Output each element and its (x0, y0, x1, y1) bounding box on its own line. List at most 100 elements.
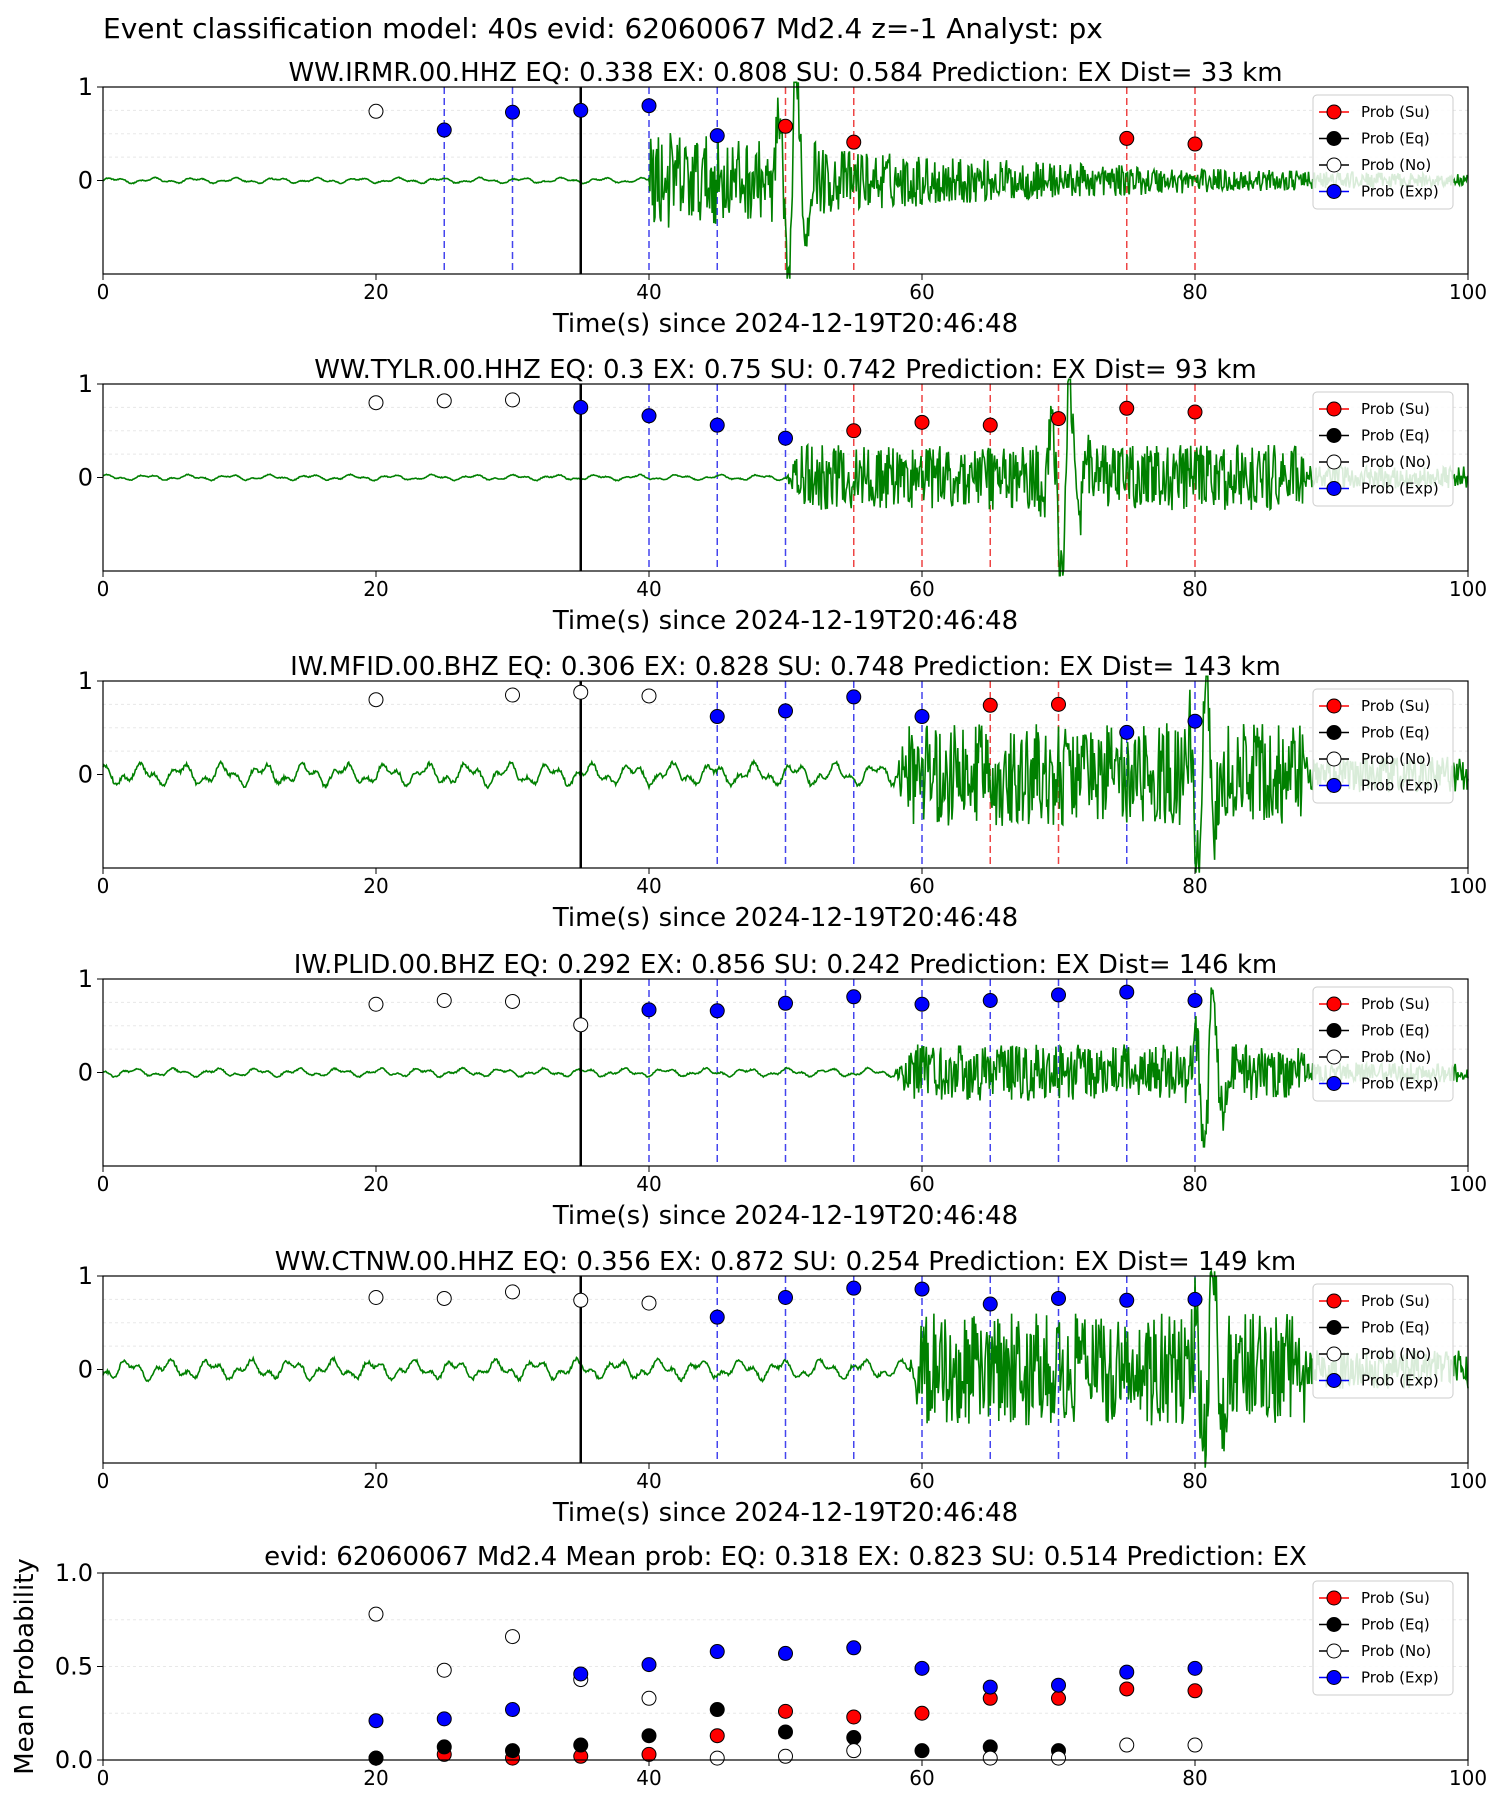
prob-point-exp (1119, 724, 1135, 740)
mean-point-exp (641, 1657, 657, 1673)
mean-point-no (1051, 1750, 1066, 1766)
xtick-label: 20 (363, 1469, 388, 1493)
panel-2-legend-marker-no (1326, 454, 1342, 470)
mean-point-exp (573, 1666, 589, 1682)
xtick-label: 40 (636, 1172, 661, 1196)
xtick-label: 40 (636, 874, 661, 898)
prob-point-no (641, 688, 657, 704)
panel-5-legend-label-su: Prob (Su) (1361, 1292, 1430, 1310)
panel-2-legend-label-exp: Prob (Exp) (1361, 480, 1439, 498)
xtick-label: 20 (363, 577, 388, 601)
mean-panel-legend-label-no: Prob (No) (1361, 1642, 1431, 1660)
mean-panel-legend-marker-su (1326, 1590, 1342, 1606)
panel-3-legend-label-no: Prob (No) (1361, 750, 1431, 768)
panel-3-legend-marker-eq (1326, 725, 1342, 740)
prob-point-no (368, 395, 384, 411)
ytick-label: 1 (78, 370, 93, 398)
mean-point-no (982, 1750, 998, 1766)
xtick-label: 80 (1182, 1766, 1207, 1790)
prob-point-no (436, 1290, 452, 1306)
ytick-label: 1 (78, 667, 93, 695)
panel-4-legend-label-su: Prob (Su) (1361, 995, 1430, 1013)
mean-point-su (778, 1703, 793, 1719)
mean-panel-legend-label-eq: Prob (Eq) (1361, 1616, 1430, 1634)
panel-1-legend-marker-eq (1326, 131, 1342, 146)
xtick-label: 80 (1182, 577, 1207, 601)
mean-panel-title: evid: 62060067 Md2.4 Mean prob: EQ: 0.31… (264, 1542, 1307, 1572)
prob-point-exp (1187, 713, 1203, 729)
panel-5-legend-marker-exp (1326, 1373, 1342, 1388)
mean-panel-legend-label-su: Prob (Su) (1361, 1589, 1430, 1607)
panel-title: WW.CTNW.00.HHZ EQ: 0.356 EX: 0.872 SU: 0… (275, 1247, 1297, 1277)
mean-point-eq (436, 1739, 452, 1755)
ytick-label: 0 (78, 167, 93, 195)
prob-point-su (846, 134, 862, 150)
panel-4-legend-marker-exp (1326, 1076, 1342, 1091)
waveform-trace (102, 81, 1469, 279)
ytick-label: 1 (78, 965, 93, 993)
xtick-label: 100 (1449, 874, 1487, 898)
x-axis-label: Time(s) since 2024-12-19T20:46:48 (552, 606, 1018, 636)
xtick-label: 40 (636, 577, 661, 601)
xtick-label: 60 (909, 577, 934, 601)
panel-4-legend-marker-eq (1326, 1023, 1342, 1038)
panel-3-legend-marker-no (1326, 751, 1342, 767)
panel-1-legend-marker-su (1326, 104, 1342, 120)
mean-point-exp (846, 1640, 862, 1656)
prob-point-exp (778, 1290, 793, 1306)
prob-point-no (436, 393, 452, 409)
panel-3-legend-label-exp: Prob (Exp) (1361, 777, 1439, 795)
prob-point-no (436, 993, 452, 1009)
mean-point-no (1119, 1737, 1135, 1753)
mean-point-no (846, 1743, 862, 1759)
prob-point-exp (1187, 993, 1203, 1009)
mean-point-no (1187, 1737, 1203, 1753)
panel-title: WW.TYLR.00.HHZ EQ: 0.3 EX: 0.75 SU: 0.74… (314, 355, 1257, 385)
mean-probability-panel: evid: 62060067 Md2.4 Mean prob: EQ: 0.31… (10, 1542, 1487, 1790)
prob-point-exp (1051, 987, 1066, 1003)
panel-5-legend-label-exp: Prob (Exp) (1361, 1372, 1439, 1390)
mean-point-su (709, 1728, 725, 1744)
prob-point-su (1119, 400, 1135, 416)
mean-point-eq (778, 1724, 793, 1740)
ytick-label: 1 (78, 73, 93, 101)
panel-2-legend-marker-exp (1326, 481, 1342, 496)
prob-point-exp (1187, 1291, 1203, 1307)
prob-point-su (846, 423, 862, 439)
prob-point-no (505, 993, 520, 1009)
mean-point-exp (436, 1711, 452, 1727)
xtick-label: 40 (636, 1469, 661, 1493)
prob-point-exp (641, 1002, 657, 1018)
xtick-label: 80 (1182, 874, 1207, 898)
mean-point-eq (641, 1728, 657, 1744)
xtick-label: 100 (1449, 1172, 1487, 1196)
xtick-label: 0 (97, 1766, 110, 1790)
xtick-label: 100 (1449, 577, 1487, 601)
prob-point-exp (914, 1281, 930, 1297)
panel-5-legend-label-no: Prob (No) (1361, 1345, 1431, 1363)
xtick-label: 0 (97, 577, 110, 601)
xtick-label: 60 (909, 1172, 934, 1196)
xtick-label: 0 (97, 874, 110, 898)
panel-5-legend-marker-eq (1326, 1320, 1342, 1335)
panel-5: WW.CTNW.00.HHZ EQ: 0.356 EX: 0.872 SU: 0… (78, 1247, 1487, 1528)
prob-point-no (368, 996, 384, 1012)
prob-point-su (914, 414, 930, 430)
panel-3-legend-marker-exp (1326, 778, 1342, 793)
prob-point-su (982, 697, 998, 713)
mean-point-su (914, 1705, 930, 1721)
prob-point-exp (436, 122, 452, 138)
panel-2-legend-label-no: Prob (No) (1361, 453, 1431, 471)
ytick-label: 0 (78, 1356, 93, 1384)
prob-point-no (505, 392, 520, 408)
panel-1-legend-marker-exp (1326, 184, 1342, 199)
panel-1-legend-marker-no (1326, 157, 1342, 173)
xtick-label: 100 (1449, 280, 1487, 304)
xtick-label: 60 (909, 280, 934, 304)
prob-point-exp (1051, 1290, 1066, 1306)
panel-3-legend-label-su: Prob (Su) (1361, 697, 1430, 715)
panel-title: IW.MFID.00.BHZ EQ: 0.306 EX: 0.828 SU: 0… (290, 652, 1281, 682)
panel-title: IW.PLID.00.BHZ EQ: 0.292 EX: 0.856 SU: 0… (294, 950, 1277, 980)
y-axis-label: Mean Probability (10, 1558, 40, 1775)
mean-point-exp (914, 1660, 930, 1676)
